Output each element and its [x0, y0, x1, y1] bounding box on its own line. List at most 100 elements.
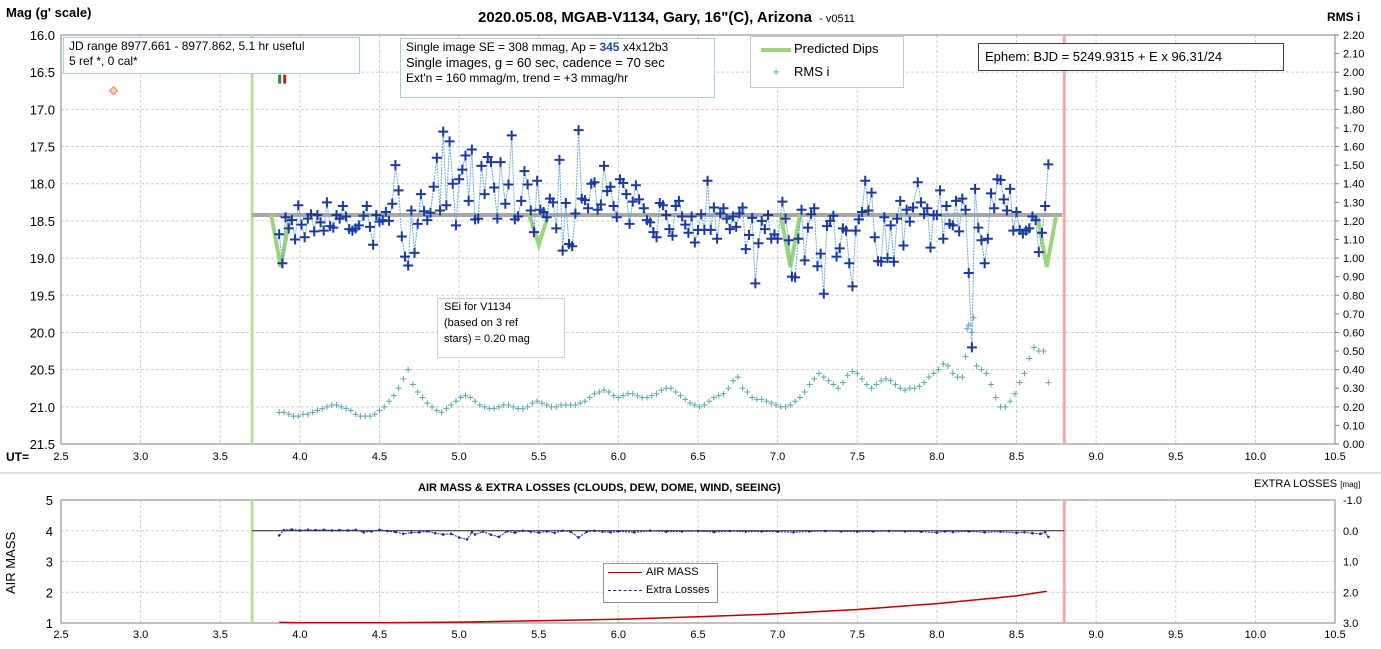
rms-point — [925, 374, 932, 381]
mag-point — [454, 174, 465, 185]
airmass-y-tick-label: 5 — [46, 493, 53, 508]
extra-losses-tick-label: 0.0 — [1343, 526, 1358, 538]
mag-point — [907, 202, 918, 213]
mag-point — [415, 189, 426, 200]
mag-point — [309, 226, 320, 237]
mag-point — [570, 208, 581, 219]
mag-point — [380, 206, 391, 217]
rms-point — [481, 403, 488, 410]
mag-point — [479, 189, 490, 200]
rms-point — [452, 398, 459, 405]
extra-losses-point — [999, 530, 1002, 533]
lightcurve-chart: 16.0 16.5 17.0 17.5 18.0 18.5 19.0 19.5 20.0 20.5… — [30, 28, 1365, 463]
mag-point — [444, 136, 455, 147]
mag-point — [361, 201, 372, 212]
rms-point — [505, 401, 512, 408]
mag-point — [925, 242, 936, 253]
dip-marker-red — [283, 74, 287, 84]
legend-box: Predicted Dips + RMS i — [750, 36, 904, 88]
extra-losses-point — [378, 528, 381, 532]
rms-point — [615, 394, 622, 401]
rms-point — [319, 405, 326, 412]
airmass-plot-frame — [60, 499, 1336, 624]
mag-point — [863, 205, 874, 216]
x-tick-label: 9.0 — [1088, 451, 1103, 463]
rms-point — [935, 366, 942, 373]
mag-point — [680, 219, 691, 230]
rms-point — [844, 372, 851, 379]
rms-point — [376, 407, 383, 414]
rms-point — [849, 368, 856, 375]
mag-point — [476, 160, 487, 171]
mag-point — [989, 203, 1000, 214]
mag-point — [337, 201, 348, 212]
legend-swatch-losses — [608, 589, 642, 591]
extra-losses-point — [1047, 535, 1050, 539]
y2-tick-label: 1.60 — [1343, 142, 1364, 154]
y-tick-label: 21.5 — [30, 437, 55, 452]
airmass-x-tick-label: 10.0 — [1245, 629, 1266, 641]
mag-point — [589, 177, 600, 188]
ref-count-line: 5 ref *, 0 cal* — [69, 54, 138, 68]
se-text: Single image SE = 308 mmag, Ap = — [406, 40, 600, 54]
rms-point — [510, 403, 517, 410]
mag-point — [1036, 227, 1047, 238]
rms-point — [433, 407, 440, 414]
rms-point — [1040, 348, 1047, 355]
mag-point — [747, 212, 758, 223]
rms-point — [992, 394, 999, 401]
cadence-line: Single images, g = 60 sec, cadence = 70 … — [406, 55, 665, 70]
mag-point — [321, 197, 332, 208]
mag-point — [447, 178, 458, 189]
extra-losses-point — [545, 530, 549, 533]
rms-point — [868, 385, 875, 392]
mag-point — [412, 218, 423, 229]
se-tail: x4x12b3 — [619, 40, 669, 54]
rms-point — [835, 385, 842, 392]
mag-point — [274, 229, 285, 240]
rms-point — [381, 403, 388, 410]
extra-losses-point — [277, 534, 281, 537]
mag-point — [790, 272, 801, 283]
y2-tick-label: 0.60 — [1343, 327, 1364, 339]
mag-point — [403, 260, 414, 271]
extra-losses-point — [441, 533, 445, 536]
mag-point — [409, 247, 420, 258]
y2-tick-label: 1.30 — [1343, 197, 1364, 209]
rms-point — [553, 403, 560, 410]
mag-point — [318, 225, 329, 236]
rms-point — [787, 401, 794, 408]
mag-point — [882, 253, 893, 264]
mag-point — [538, 206, 549, 217]
rms-point — [773, 401, 780, 408]
mag-point — [860, 175, 871, 186]
rms-point — [677, 392, 684, 399]
rms-point — [352, 411, 359, 418]
extra-losses-point — [609, 530, 612, 534]
y-tick-label: 17.5 — [30, 140, 55, 155]
extra-losses-tick-label: 1.0 — [1343, 557, 1358, 569]
mag-point — [772, 233, 783, 244]
extra-losses-point — [664, 530, 668, 533]
mag-point — [425, 207, 436, 218]
rms-point — [457, 394, 464, 401]
legend-label-airmass: AIR MASS — [646, 566, 699, 578]
mag-point — [516, 195, 527, 206]
extra-losses-point — [410, 531, 413, 534]
outlier-point — [108, 86, 119, 96]
extra-losses-point — [282, 528, 286, 532]
mag-point — [821, 221, 832, 232]
mag-point — [947, 220, 958, 231]
rms-point — [897, 385, 904, 392]
mag-point — [277, 258, 288, 269]
single-image-annotation: Single image SE = 308 mmag, Ap = 345 x4x… — [400, 38, 715, 98]
extra-losses-point — [418, 530, 421, 534]
x-axis-label: UT= — [6, 450, 30, 464]
mag-point — [904, 216, 915, 227]
airmass-x-tick-label: 5.5 — [531, 629, 546, 641]
rms-point — [390, 392, 397, 399]
rms-point — [371, 411, 378, 418]
mag-point — [708, 202, 719, 213]
extra-losses-point — [489, 533, 493, 537]
mag-point — [793, 233, 804, 244]
